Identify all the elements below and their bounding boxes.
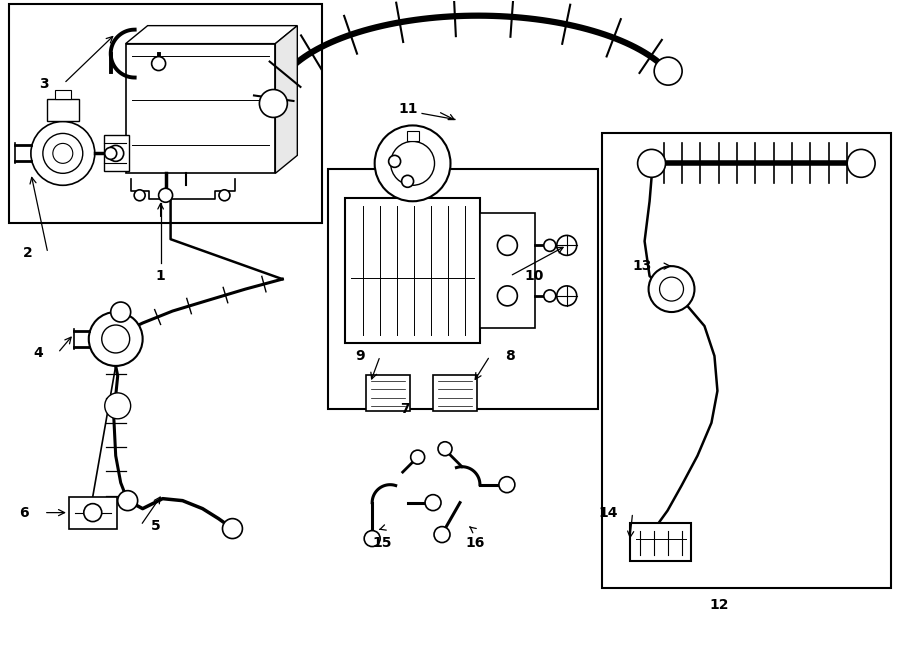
Bar [480,214,535,328]
Circle shape [544,239,556,251]
Bar [602,134,891,588]
Text: 11: 11 [399,102,418,116]
Circle shape [434,527,450,543]
Text: 2: 2 [23,246,33,260]
Circle shape [401,175,414,187]
Bar [104,136,129,171]
Circle shape [499,477,515,492]
Circle shape [84,504,102,522]
Bar [407,132,418,141]
Circle shape [31,122,94,185]
Circle shape [654,58,682,85]
Circle shape [104,147,117,159]
Circle shape [557,235,577,255]
Bar [366,375,410,411]
Circle shape [649,266,695,312]
Circle shape [438,442,452,455]
Text: 4: 4 [33,346,43,360]
Circle shape [104,393,130,419]
Bar [346,198,480,343]
Circle shape [102,325,130,353]
Text: 10: 10 [525,269,544,283]
Circle shape [222,519,242,539]
Bar [433,375,477,411]
Text: 7: 7 [400,402,410,416]
Circle shape [118,490,138,510]
Circle shape [134,190,145,201]
Circle shape [43,134,83,173]
Circle shape [374,126,451,201]
Bar [9,4,322,223]
Circle shape [364,531,380,547]
Text: 15: 15 [373,535,392,549]
Bar [126,44,275,173]
Circle shape [544,290,556,302]
Text: 6: 6 [19,506,29,520]
Circle shape [425,494,441,510]
Text: 3: 3 [40,77,49,91]
Circle shape [389,155,400,167]
Circle shape [498,286,518,306]
Text: 14: 14 [598,506,617,520]
Circle shape [259,89,287,118]
Text: 8: 8 [505,349,515,363]
Circle shape [111,302,130,322]
Circle shape [391,141,435,185]
Circle shape [151,57,166,71]
Bar [47,100,79,122]
Bar [328,169,598,409]
Circle shape [89,312,142,366]
Circle shape [847,149,875,177]
Text: 13: 13 [632,259,652,273]
Circle shape [637,149,665,177]
Text: 5: 5 [150,519,160,533]
Text: 16: 16 [465,535,484,549]
Bar [630,523,691,561]
Circle shape [660,277,683,301]
Bar [68,496,117,529]
Polygon shape [275,26,297,173]
Circle shape [158,188,173,202]
Circle shape [410,450,425,464]
Circle shape [557,286,577,306]
Polygon shape [126,26,297,44]
Circle shape [108,145,123,161]
Circle shape [219,190,230,201]
Text: 1: 1 [156,269,166,283]
Bar [55,89,71,100]
Text: 12: 12 [710,598,729,613]
Circle shape [53,143,73,163]
Text: 9: 9 [356,349,365,363]
Circle shape [498,235,518,255]
